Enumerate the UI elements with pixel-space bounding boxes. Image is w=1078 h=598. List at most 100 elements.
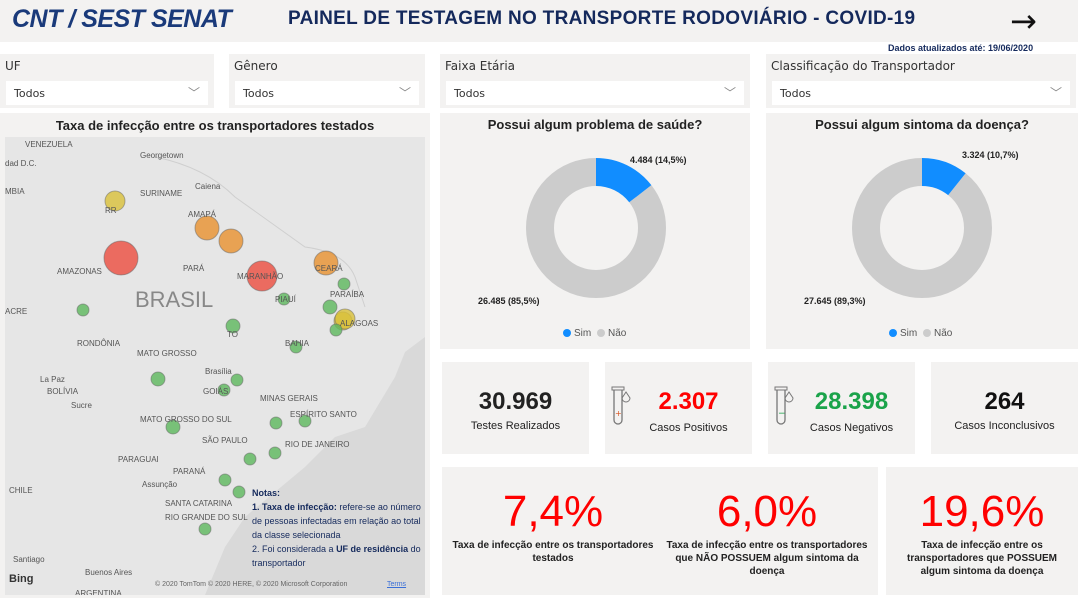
uf-bubble[interactable] xyxy=(103,240,139,276)
uf-bubble[interactable] xyxy=(334,308,356,330)
uf-bubble[interactable] xyxy=(217,383,231,397)
map-label: La Paz xyxy=(40,375,65,384)
filter-label: UF xyxy=(5,59,21,73)
rate-caption: Taxa de infecção entre os transportadore… xyxy=(906,540,1058,577)
uf-bubble[interactable] xyxy=(198,522,212,536)
chevron-down-icon: ﹀ xyxy=(187,86,200,100)
faixa-etaria-dropdown[interactable]: Todos ﹀ xyxy=(446,81,744,105)
genero-dropdown[interactable]: Todos ﹀ xyxy=(235,81,419,105)
legend-sim: Sim xyxy=(574,328,592,339)
uf-bubble[interactable] xyxy=(104,190,126,212)
map-label: Caiena xyxy=(195,182,221,191)
uf-bubble[interactable] xyxy=(218,228,244,254)
map-label: RR xyxy=(105,206,117,215)
map-label: RIO DE JANEIRO xyxy=(285,440,350,449)
map-label: RIO GRANDE DO SUL xyxy=(165,513,248,522)
rate-sem-sintoma: 6,0% Taxa de infecção entre os transport… xyxy=(656,467,878,595)
uf-bubble[interactable] xyxy=(225,318,241,334)
arrow-right-icon[interactable]: → xyxy=(1010,2,1037,40)
sim-dot xyxy=(563,329,571,337)
dropdown-value: Todos xyxy=(454,87,486,100)
header xyxy=(0,0,1078,42)
note-1-text: refere-se ao número de pessoas infectada… xyxy=(252,502,421,540)
uf-bubble[interactable] xyxy=(76,303,90,317)
donut-chart xyxy=(526,158,666,298)
donut-title: Possui algum problema de saúde? xyxy=(487,117,703,132)
sim-slice[interactable] xyxy=(526,158,666,298)
filter-uf: UF Todos ﹀ xyxy=(0,54,214,108)
nao-label: 26.485 (85,5%) xyxy=(478,296,540,306)
note-1-bold: 1. Taxa de infecção: xyxy=(252,502,337,512)
uf-bubble[interactable] xyxy=(289,340,303,354)
uf-bubble[interactable] xyxy=(322,299,338,315)
map-label: ACRE xyxy=(5,307,28,316)
rate-value: 19,6% xyxy=(919,487,1045,536)
nao-dot xyxy=(923,329,932,337)
uf-bubble[interactable] xyxy=(194,215,220,241)
uf-bubble[interactable] xyxy=(313,250,339,276)
map-label: MATO GROSSO DO SUL xyxy=(140,415,232,424)
uf-bubble[interactable] xyxy=(277,292,291,306)
nao-dot xyxy=(597,329,606,337)
updated-date: Dados atualizados até: 19/06/2020 xyxy=(888,43,1034,53)
kpi-caption: Testes Realizados xyxy=(470,420,561,432)
map-label: Buenos Aires xyxy=(85,568,133,577)
svg-text:+: + xyxy=(615,409,622,418)
legend-nao: Não xyxy=(608,328,627,339)
donut-chart xyxy=(852,158,992,298)
uf-bubble[interactable] xyxy=(230,373,244,387)
sim-label: 4.484 (14,5%) xyxy=(630,155,687,165)
dropdown-value: Todos xyxy=(780,87,812,100)
map-label: BRASIL xyxy=(135,287,214,312)
map-label: BAHIA xyxy=(285,339,310,348)
uf-bubble[interactable] xyxy=(218,473,232,487)
map-label: Assunção xyxy=(142,480,178,489)
filter-genero: Gênero Todos ﹀ xyxy=(229,54,425,108)
uf-bubble[interactable] xyxy=(337,277,351,291)
map-label: ALAGOAS xyxy=(340,319,379,328)
uf-bubble[interactable] xyxy=(269,416,283,430)
uf-bubble[interactable] xyxy=(150,371,166,387)
nao-slice[interactable] xyxy=(852,158,992,298)
map-label: Sucre xyxy=(71,401,92,410)
map-label: ARGENTINA xyxy=(75,589,122,595)
map-label: VENEZUELA xyxy=(25,140,73,149)
uf-bubble[interactable] xyxy=(243,452,257,466)
kpi-value: 2.307 xyxy=(658,388,719,415)
legend: Sim Não xyxy=(563,328,626,339)
map-notes: Notas: 1. Taxa de infecção: refere-se ao… xyxy=(252,486,424,570)
rate-value: 7,4% xyxy=(502,487,604,536)
notes-heading: Notas: xyxy=(252,488,281,498)
classificacao-dropdown[interactable]: Todos ﹀ xyxy=(772,81,1070,105)
kpi-value: 30.969 xyxy=(478,388,553,415)
uf-bubble[interactable] xyxy=(246,260,278,292)
filter-faixa-etaria: Faixa Etária Todos ﹀ xyxy=(440,54,750,108)
sim-slice[interactable] xyxy=(852,158,992,298)
map-label: BOLÍVIA xyxy=(47,387,79,396)
terms-link[interactable]: Terms xyxy=(387,581,407,588)
bubble-map[interactable]: VENEZUELA Georgetown Caiena SURINAME AMAPÁ RR… xyxy=(5,137,425,595)
uf-bubble[interactable] xyxy=(268,446,282,460)
chevron-down-icon: ﹀ xyxy=(723,86,736,100)
uf-bubble[interactable] xyxy=(298,414,312,428)
filter-label: Classificação do Transportador xyxy=(771,59,955,73)
nao-label: 27.645 (89,3%) xyxy=(804,296,866,306)
map-label: PARÁ xyxy=(183,264,205,273)
map-label: CEARÁ xyxy=(315,264,343,273)
rate-caption: Taxa de infecção entre os transportadore… xyxy=(666,540,868,577)
kpi-negativos: − 28.398 Casos Negativos xyxy=(768,362,915,454)
donut-saude-panel: Possui algum problema de saúde? 4.484 (1… xyxy=(440,113,750,349)
map-label: CHILE xyxy=(9,486,33,495)
uf-dropdown[interactable]: Todos ﹀ xyxy=(6,81,208,105)
uf-bubble[interactable] xyxy=(329,323,343,337)
map-label: PARAÍBA xyxy=(330,290,365,299)
note-2-text: 2. Foi considerada a xyxy=(252,544,337,554)
test-tube-positive-icon: + xyxy=(611,386,631,425)
note-2-end: do transportador xyxy=(252,544,421,568)
uf-bubble[interactable] xyxy=(232,485,246,499)
rate-com-sintoma: 19,6% Taxa de infecção entre os transpor… xyxy=(886,467,1078,595)
note-2-bold: UF de residência xyxy=(336,544,409,554)
uf-bubble[interactable] xyxy=(165,419,181,435)
map-label: MATO GROSSO xyxy=(137,349,197,358)
kpi-caption: Casos Inconclusivos xyxy=(954,420,1055,432)
